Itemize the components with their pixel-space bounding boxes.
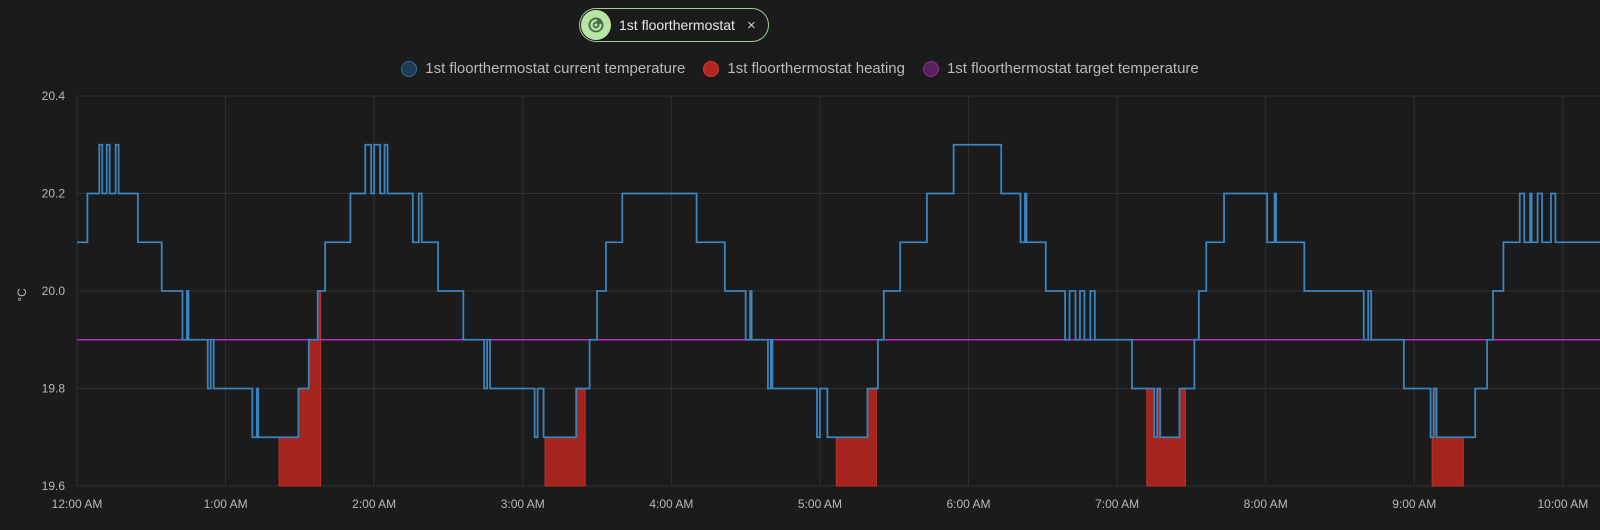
legend-item-current-temperature[interactable]: 1st floorthermostat current temperature [401,60,685,77]
thermostat-icon [581,10,611,40]
legend-label-target: 1st floorthermostat target temperature [946,60,1199,77]
entity-filter-chip[interactable]: 1st floorthermostat × [579,8,769,42]
x-tick-label: 9:00 AM [1392,497,1436,511]
legend-swatch-target [922,60,939,77]
chart-axes: 19.6 19.8 20.0 20.2 20.4 12:00 AM 1:00 AM 2:00 … [15,89,1588,511]
y-tick-label: 20.0 [42,284,66,298]
close-icon[interactable]: × [746,16,756,34]
x-tick-label: 2:00 AM [352,497,396,511]
legend-item-heating[interactable]: 1st floorthermostat heating [703,60,905,77]
x-tick-label: 6:00 AM [946,497,990,511]
current-temperature-line [77,143,1600,439]
x-tick-label: 5:00 AM [798,497,842,511]
y-tick-label: 20.4 [42,89,66,103]
x-tick-label: 4:00 AM [649,497,693,511]
x-tick-label: 8:00 AM [1244,497,1288,511]
legend-label-current: 1st floorthermostat current temperature [425,60,686,77]
legend-swatch-heating [703,60,720,77]
y-tick-label: 20.2 [42,187,66,201]
y-tick-label: 19.6 [42,479,66,493]
legend-item-target-temperature[interactable]: 1st floorthermostat target temperature [922,60,1199,77]
y-tick-label: 19.8 [42,382,66,396]
x-tick-label: 3:00 AM [501,497,545,511]
legend-swatch-current [401,60,418,77]
x-tick-label: 10:00 AM [1538,497,1589,511]
legend-label-heating: 1st floorthermostat heating [727,60,905,77]
chip-label: 1st floorthermostat [619,17,735,33]
x-tick-label: 1:00 AM [204,497,248,511]
x-tick-label: 7:00 AM [1095,497,1139,511]
x-tick-label: 12:00 AM [52,497,103,511]
current-temperature-series [77,143,1600,439]
chart-legend: 1st floorthermostat current temperature … [0,60,1600,77]
y-axis-label: °C [15,288,29,302]
